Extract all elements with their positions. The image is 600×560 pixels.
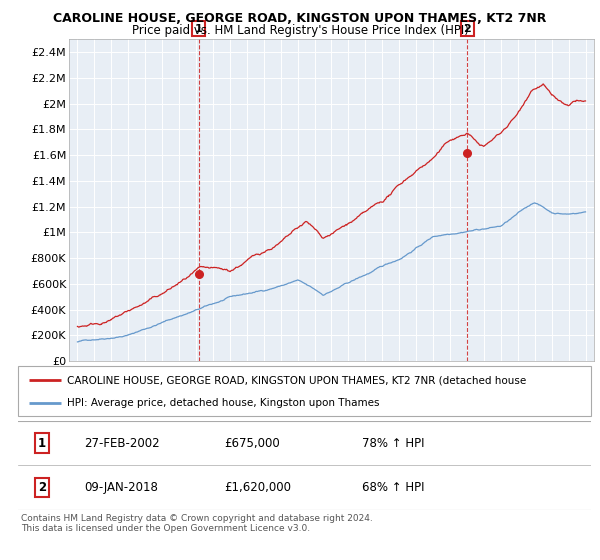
- Text: 2: 2: [464, 24, 472, 34]
- Text: 68% ↑ HPI: 68% ↑ HPI: [362, 481, 424, 494]
- Text: Price paid vs. HM Land Registry's House Price Index (HPI): Price paid vs. HM Land Registry's House …: [131, 24, 469, 36]
- Text: CAROLINE HOUSE, GEORGE ROAD, KINGSTON UPON THAMES, KT2 7NR: CAROLINE HOUSE, GEORGE ROAD, KINGSTON UP…: [53, 12, 547, 25]
- Text: 27-FEB-2002: 27-FEB-2002: [84, 437, 160, 450]
- FancyBboxPatch shape: [18, 366, 591, 416]
- Text: 1: 1: [194, 24, 202, 34]
- Text: Contains HM Land Registry data © Crown copyright and database right 2024.
This d: Contains HM Land Registry data © Crown c…: [21, 514, 373, 534]
- Text: 78% ↑ HPI: 78% ↑ HPI: [362, 437, 424, 450]
- Text: 1: 1: [38, 437, 46, 450]
- Text: £1,620,000: £1,620,000: [224, 481, 291, 494]
- Text: HPI: Average price, detached house, Kingston upon Thames: HPI: Average price, detached house, King…: [67, 398, 379, 408]
- Text: £675,000: £675,000: [224, 437, 280, 450]
- Text: 09-JAN-2018: 09-JAN-2018: [84, 481, 158, 494]
- Text: CAROLINE HOUSE, GEORGE ROAD, KINGSTON UPON THAMES, KT2 7NR (detached house: CAROLINE HOUSE, GEORGE ROAD, KINGSTON UP…: [67, 375, 526, 385]
- Text: 2: 2: [38, 481, 46, 494]
